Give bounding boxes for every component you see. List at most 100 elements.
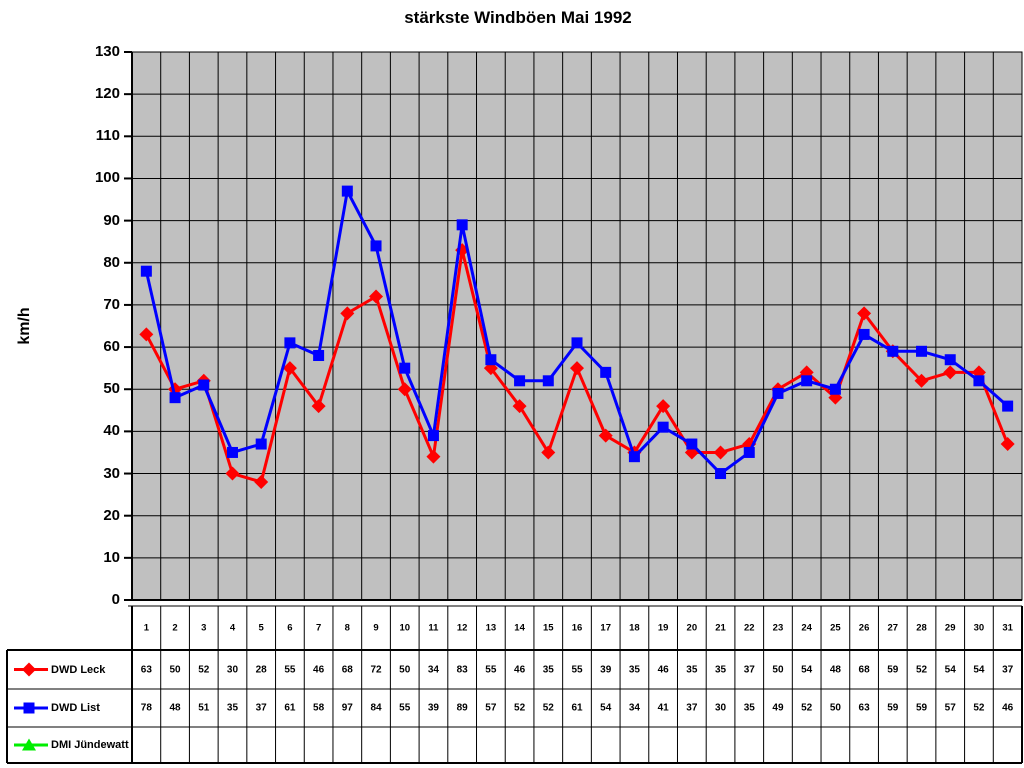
legend-marker-dwd-list [23, 702, 35, 714]
marker-dwd-list-day-17 [600, 366, 612, 378]
value-cell-dwd-list-day-16: 61 [571, 702, 583, 714]
value-cell-dwd-leck-day-3: 52 [198, 664, 210, 675]
y-tick-label: 50 [103, 380, 120, 398]
day-header-cell: 23 [772, 622, 784, 634]
value-cell-dwd-leck-day-21: 35 [714, 664, 727, 675]
value-cell-dwd-leck-day-23: 50 [772, 664, 784, 675]
value-cell-dwd-list-day-6: 61 [284, 702, 296, 714]
value-cell-dwd-leck-day-12: 83 [456, 664, 468, 675]
value-cell-dwd-leck-day-22: 37 [743, 664, 755, 675]
value-cell-dwd-leck-day-30: 54 [973, 664, 985, 675]
marker-dwd-leck-day-9 [369, 289, 384, 304]
value-cell-dwd-list-day-25: 50 [829, 702, 841, 714]
value-cell-dwd-list-day-30: 52 [973, 702, 985, 714]
marker-dwd-list-day-19 [657, 421, 669, 433]
marker-dwd-list-day-30 [973, 375, 985, 387]
marker-dwd-list-day-6 [284, 337, 296, 349]
value-cell-dwd-leck-day-19: 46 [657, 664, 669, 675]
day-header-cell: 8 [344, 622, 350, 634]
value-cell-dwd-list-day-22: 35 [743, 702, 755, 714]
marker-dwd-leck-day-14 [512, 399, 527, 414]
day-header-cell: 17 [600, 622, 611, 634]
marker-dwd-list-day-4 [226, 446, 238, 458]
day-header-cell: 19 [657, 622, 669, 634]
y-tick-label: 100 [94, 169, 120, 187]
value-cell-dwd-list-day-29: 57 [944, 702, 956, 714]
marker-dwd-list-day-13 [485, 354, 497, 366]
legend-label-dwd-list: DWD List [51, 702, 100, 714]
value-cell-dwd-list-day-12: 89 [456, 702, 468, 714]
y-tick-label: 130 [94, 43, 120, 60]
value-cell-dwd-leck-day-15: 35 [542, 664, 554, 675]
value-cell-dwd-leck-day-27: 59 [887, 664, 899, 675]
day-header-cell: 3 [201, 622, 207, 634]
value-cell-dwd-leck-day-2: 50 [169, 664, 181, 675]
day-header-cell: 16 [571, 622, 583, 634]
marker-dwd-leck-day-21 [713, 445, 728, 460]
day-header-cell: 14 [514, 622, 525, 634]
y-tick-label: 80 [103, 253, 120, 271]
value-cell-dwd-list-day-3: 51 [198, 702, 210, 714]
marker-dwd-list-day-3 [198, 379, 210, 391]
value-cell-dwd-list-day-1: 78 [140, 702, 152, 714]
marker-dwd-list-day-31 [1002, 400, 1014, 412]
marker-dwd-leck-day-29 [943, 365, 958, 380]
y-tick-label: 70 [103, 295, 120, 313]
value-cell-dwd-leck-day-14: 46 [514, 664, 526, 675]
value-cell-dwd-leck-day-18: 35 [628, 664, 640, 675]
y-tick-label: 110 [95, 127, 120, 145]
value-cell-dwd-leck-day-26: 68 [858, 664, 870, 675]
day-header-cell: 24 [801, 622, 812, 634]
marker-dwd-list-day-1 [140, 265, 152, 277]
marker-dwd-leck-day-7 [311, 399, 326, 414]
day-header-cell: 26 [858, 622, 870, 634]
value-cell-dwd-leck-day-13: 55 [485, 664, 497, 675]
marker-dwd-leck-day-8 [340, 306, 355, 321]
day-header-cell: 10 [399, 622, 411, 634]
day-header-cell: 15 [542, 622, 554, 634]
day-header-cell: 29 [944, 622, 956, 634]
marker-dwd-list-day-18 [628, 451, 640, 463]
value-cell-dwd-leck-day-24: 54 [801, 664, 813, 675]
marker-dwd-list-day-16 [571, 337, 583, 349]
value-cell-dwd-list-day-2: 48 [169, 702, 181, 714]
marker-dwd-list-day-25 [829, 383, 841, 395]
value-cell-dwd-list-day-10: 55 [399, 702, 411, 714]
day-header-cell: 4 [229, 622, 236, 634]
value-cell-dwd-list-day-20: 37 [686, 702, 698, 714]
value-cell-dwd-leck-day-5: 28 [255, 664, 267, 675]
value-cell-dwd-leck-day-10: 50 [399, 664, 411, 675]
value-cell-dwd-leck-day-9: 72 [370, 664, 382, 675]
value-cell-dwd-leck-day-1: 63 [140, 664, 152, 675]
marker-dwd-leck-day-11 [426, 449, 441, 464]
marker-dwd-leck-day-6 [282, 361, 297, 376]
marker-dwd-list-day-26 [858, 328, 870, 340]
day-header-cell: 20 [686, 622, 698, 634]
value-cell-dwd-list-day-9: 84 [370, 702, 382, 714]
value-cell-dwd-leck-day-11: 34 [427, 664, 439, 675]
value-cell-dwd-leck-day-7: 46 [313, 664, 325, 675]
marker-dwd-leck-day-28 [914, 373, 929, 388]
legend-label-dmi-j-ndewatt: DMI Jündewatt [51, 739, 129, 751]
day-header-cell: 13 [485, 622, 497, 634]
day-header-cell: 18 [629, 622, 640, 634]
value-cell-dwd-list-day-28: 59 [915, 702, 928, 714]
value-cell-dwd-list-day-4: 35 [226, 702, 239, 714]
value-cell-dwd-list-day-31: 46 [1002, 702, 1014, 714]
marker-dwd-list-day-28 [916, 345, 928, 357]
marker-dwd-list-day-2 [169, 392, 181, 404]
day-header-cell: 2 [172, 622, 178, 634]
value-cell-dwd-list-day-17: 54 [600, 702, 612, 714]
marker-dwd-leck-day-26 [857, 306, 872, 321]
marker-dwd-list-day-12 [456, 219, 468, 231]
value-cell-dwd-list-day-15: 52 [542, 702, 554, 714]
marker-dwd-list-day-5 [255, 438, 267, 450]
value-cell-dwd-leck-day-8: 68 [341, 664, 353, 675]
value-cell-dwd-list-day-24: 52 [801, 702, 813, 714]
day-header-cell: 12 [456, 622, 468, 634]
y-tick-label: 90 [103, 211, 120, 229]
value-cell-dwd-leck-day-28: 52 [915, 664, 928, 675]
y-tick-label: 20 [103, 506, 120, 524]
marker-dwd-leck-day-10 [397, 382, 412, 397]
